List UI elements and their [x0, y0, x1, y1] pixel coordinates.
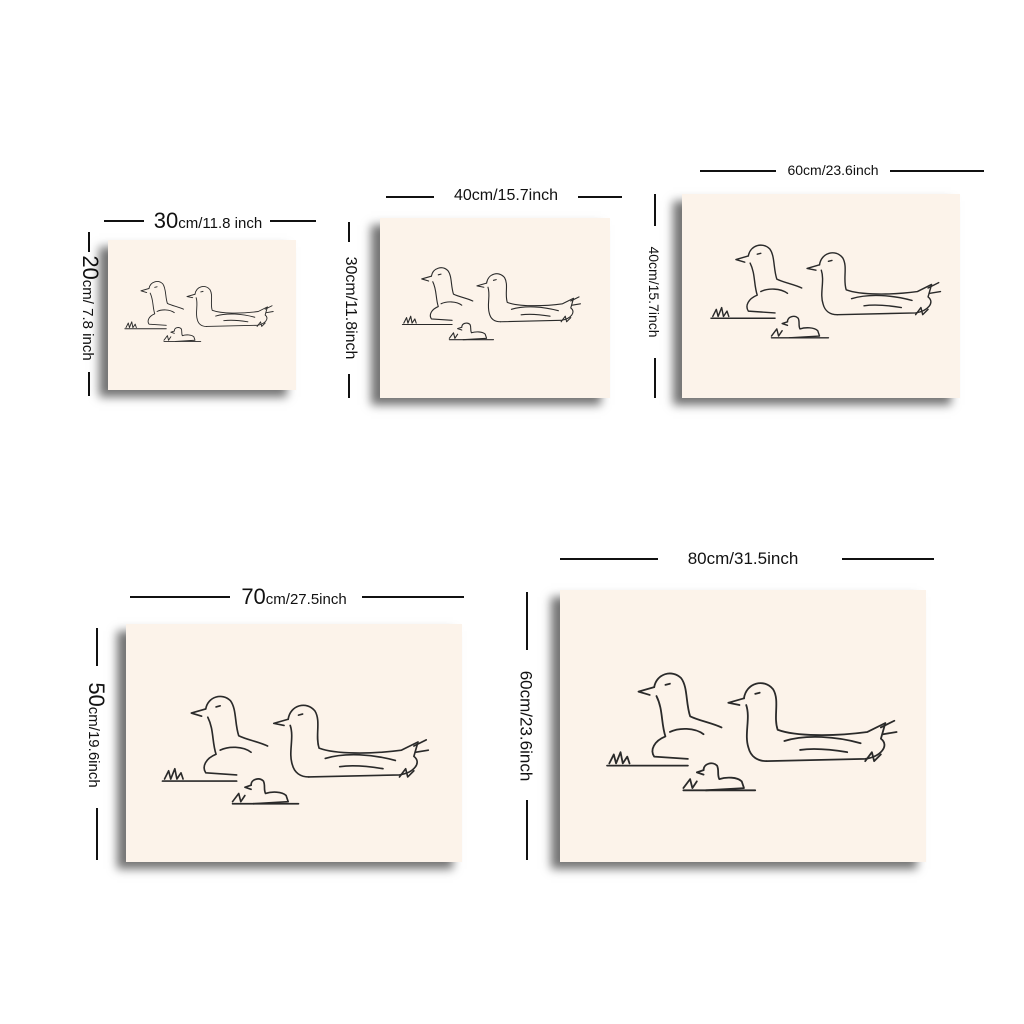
width-dimension-line-right: [890, 170, 984, 172]
width-label: 60cm/23.6inch: [787, 162, 879, 178]
width-label: 70cm/27.5inch: [241, 584, 347, 609]
width-dimension-line-left: [386, 196, 434, 198]
canvas-print-60x40: [682, 194, 960, 398]
height-dimension-line-bottom: [526, 800, 528, 860]
canvas-print-40x30: [380, 218, 610, 398]
duck-family-sketch-icon: [401, 267, 581, 341]
canvas-print-80x60: [560, 590, 926, 862]
width-dimension-line-left: [700, 170, 776, 172]
height-label: 20cm/ 7.8 inch: [78, 255, 103, 361]
width-dimension-line-right: [578, 196, 622, 198]
height-label: 60cm/23.6inch: [516, 670, 536, 782]
duck-family-sketch-icon: [606, 672, 898, 792]
width-dimension-line-right: [270, 220, 316, 222]
height-label: 50cm/19.6inch: [84, 682, 109, 788]
duck-family-sketch-icon: [161, 695, 430, 805]
width-dimension-line-left: [130, 596, 230, 598]
height-dimension-line-top: [348, 222, 350, 242]
height-dimension-line-bottom: [96, 808, 98, 860]
height-label: 30cm/11.8inch: [342, 256, 359, 360]
height-label: 40cm/15.7inch: [646, 246, 662, 338]
width-label: 80cm/31.5inch: [687, 549, 799, 568]
height-dimension-line-top: [654, 194, 656, 226]
height-dimension-line-bottom: [348, 374, 350, 398]
width-dimension-line-left: [560, 558, 658, 560]
width-label: 30cm/11.8 inch: [153, 208, 263, 233]
width-label: 40cm/15.7inch: [453, 187, 559, 204]
height-dimension-line-bottom: [88, 372, 90, 396]
width-dimension-line-right: [362, 596, 464, 598]
canvas-print-70x50: [126, 624, 462, 862]
height-dimension-line-top: [526, 592, 528, 650]
width-dimension-line-right: [842, 558, 934, 560]
duck-family-sketch-icon: [124, 281, 274, 342]
height-dimension-line-bottom: [654, 358, 656, 398]
canvas-print-30x20: [108, 240, 296, 390]
height-dimension-line-top: [96, 628, 98, 666]
width-dimension-line-left: [104, 220, 144, 222]
height-dimension-line-top: [88, 232, 90, 252]
duck-family-sketch-icon: [710, 244, 942, 339]
